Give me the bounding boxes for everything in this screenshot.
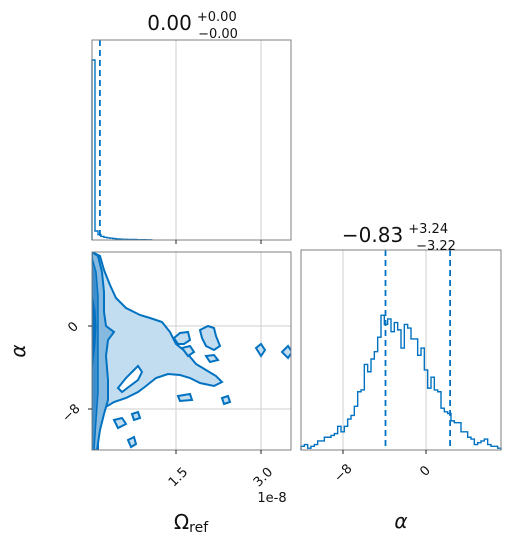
x-offset-label: 1e-8	[257, 491, 286, 506]
panel-contour: 1.5 3.0 0 −8 1e-8 Ωref α	[6, 251, 292, 536]
contour-ylabel: α	[6, 344, 30, 357]
alpha-xtick-label-2: 0	[417, 463, 433, 479]
contour-frame	[91, 251, 292, 451]
alpha-quantile-lines	[384, 250, 452, 450]
omega-title-value: 0.00	[147, 11, 192, 35]
contour-island-5	[220, 394, 232, 406]
contour-ytick-label-1: 0	[65, 319, 81, 335]
omega-histogram-steps	[91, 59, 153, 241]
contour-island-2	[198, 324, 222, 352]
panel-alpha-hist: −8 0 α −0.83 +3.24 −3.22	[300, 222, 502, 533]
contour-island-9	[130, 410, 142, 422]
alpha-xlabel: α	[394, 509, 407, 533]
contour-ytick-label-2: −8	[59, 401, 83, 425]
alpha-hist-frame	[300, 249, 502, 451]
omega-title-lower: −0.00	[198, 27, 238, 42]
omega-title-upper: +0.00	[197, 10, 237, 25]
contour-hole-1	[116, 364, 144, 394]
contour-island-1	[172, 330, 192, 345]
contour-island-10	[112, 416, 128, 430]
alpha-histogram-steps	[300, 314, 502, 450]
contour-island-11	[126, 435, 138, 449]
contour-xlabel: Ωref	[174, 510, 209, 536]
contour-island-3	[180, 344, 196, 358]
alpha-title: −0.83 +3.24	[342, 222, 448, 247]
contour-island-6	[254, 342, 267, 358]
contour-level-1	[92, 252, 224, 450]
contour-island-8	[204, 353, 220, 364]
contour-xtick-label-1: 1.5	[166, 465, 191, 490]
omega-hist-frame	[91, 39, 292, 241]
contour-island-4	[176, 392, 194, 403]
contour-level-4	[92, 295, 97, 371]
panel-omega-hist: 0.00 +0.00 −0.00	[91, 10, 292, 244]
alpha-xtick-label-1: −8	[331, 461, 355, 485]
alpha-title-value: −0.83	[342, 223, 403, 247]
contour-xtick-label-2: 3.0	[251, 465, 276, 490]
omega-title: 0.00 +0.00	[147, 10, 236, 35]
alpha-title-lower: −3.22	[416, 239, 456, 254]
contour-levels	[92, 252, 291, 450]
alpha-title-upper: +3.24	[408, 222, 448, 237]
xlabel-ref: ref	[189, 520, 209, 536]
contour-island-7	[280, 344, 291, 360]
xlabel-omega: Ω	[174, 510, 189, 534]
